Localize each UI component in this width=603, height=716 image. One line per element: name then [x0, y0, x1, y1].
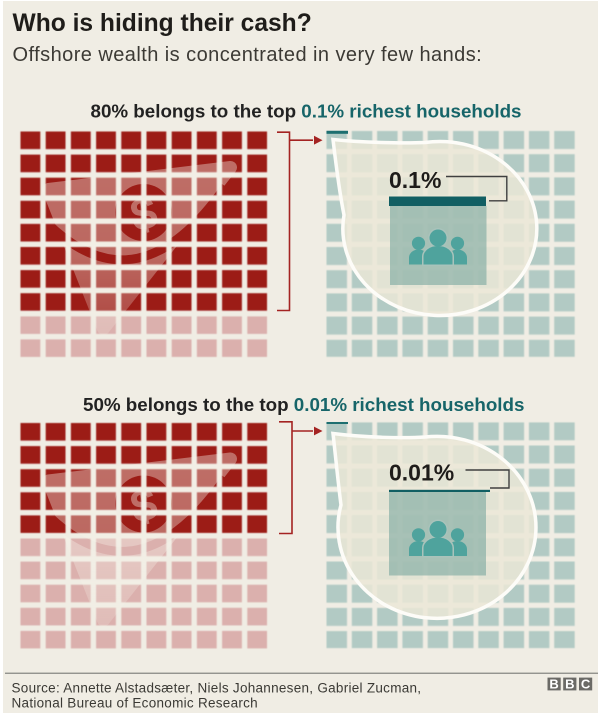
svg-text:0.1%: 0.1% — [389, 167, 441, 193]
svg-text:National Bureau of Economic Re: National Bureau of Economic Research — [12, 695, 258, 710]
svg-text:0.01%: 0.01% — [389, 460, 454, 486]
svg-text:Who is hiding their cash?: Who is hiding their cash? — [13, 10, 312, 37]
svg-text:Source: Annette Alstadsæter, N: Source: Annette Alstadsæter, Niels Johan… — [12, 680, 422, 695]
svg-text:C: C — [581, 677, 591, 692]
svg-text:B: B — [549, 677, 558, 692]
svg-text:B: B — [565, 677, 574, 692]
svg-text:80% belongs to the top 0.1% ri: 80% belongs to the top 0.1% richest hous… — [91, 101, 522, 122]
svg-text:Offshore wealth is concentrate: Offshore wealth is concentrated in very … — [13, 44, 483, 66]
